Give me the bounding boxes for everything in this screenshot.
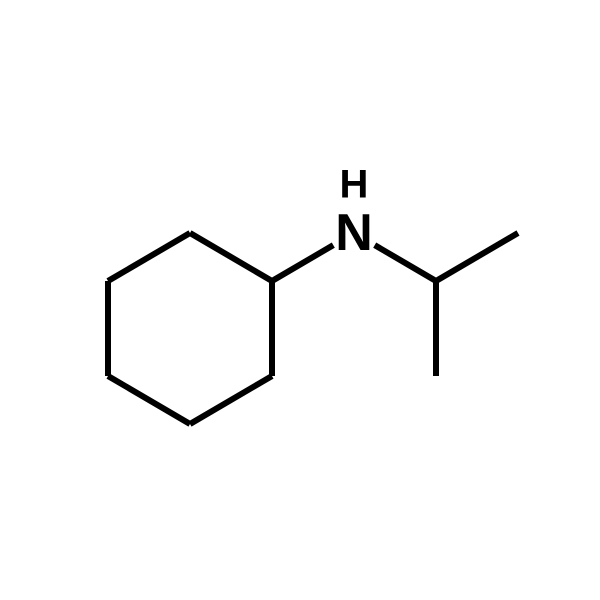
bond <box>436 233 518 281</box>
bond <box>272 245 333 281</box>
bond <box>108 233 190 281</box>
bond <box>375 245 436 281</box>
atom-label-h: H <box>340 162 369 206</box>
bond <box>190 233 272 281</box>
bond <box>190 376 272 424</box>
bond <box>108 376 190 424</box>
molecule-diagram: NH <box>0 0 600 600</box>
atom-label-n: N <box>335 204 373 262</box>
